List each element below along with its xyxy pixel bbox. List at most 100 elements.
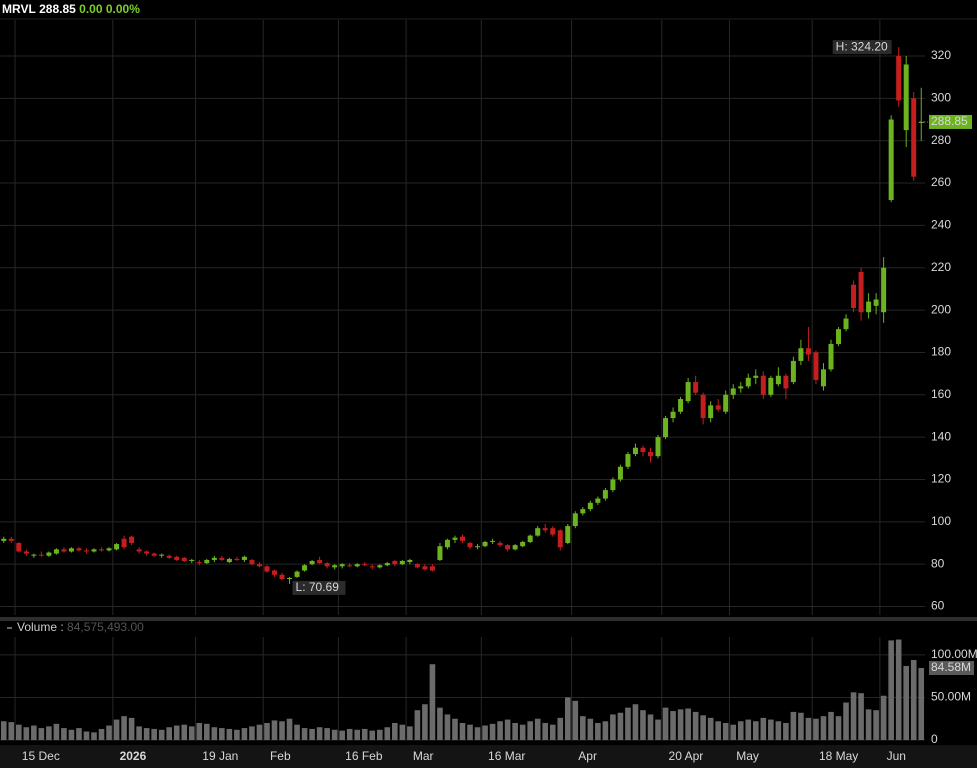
candle-body xyxy=(663,418,669,438)
y-tick-label: 100 xyxy=(931,514,951,528)
candle-body xyxy=(805,348,811,355)
volume-bar xyxy=(279,721,285,740)
candle-body xyxy=(347,565,353,567)
candle-body xyxy=(632,447,638,455)
candle-body xyxy=(249,559,255,565)
candle-body xyxy=(903,64,909,131)
volume-bar xyxy=(414,710,421,740)
candle-body xyxy=(685,382,691,402)
volume-bar xyxy=(557,717,564,740)
volume-bar xyxy=(316,727,323,740)
y-tick-label: 260 xyxy=(931,175,951,189)
volume-bar xyxy=(219,728,225,740)
volume-bar xyxy=(294,724,300,740)
candle-body xyxy=(550,528,556,535)
volume-bar xyxy=(173,725,180,740)
volume-bar xyxy=(685,708,691,740)
y-tick-label: 220 xyxy=(931,260,951,274)
volume-bar xyxy=(715,721,721,740)
candle-body xyxy=(670,411,676,419)
x-tick-label: Jun xyxy=(887,749,906,763)
volume-bar xyxy=(820,716,827,740)
volume-bar xyxy=(91,732,97,740)
candle-body xyxy=(678,399,684,412)
candle-body xyxy=(444,539,450,548)
candle-body xyxy=(384,563,390,566)
candle-body xyxy=(798,348,804,361)
volume-bar xyxy=(429,664,436,740)
volume-bar xyxy=(843,702,849,740)
volume-bar xyxy=(376,729,383,740)
volume-bar xyxy=(181,724,188,740)
candle-body xyxy=(144,551,150,554)
candle-body xyxy=(8,538,14,541)
volume-bar xyxy=(640,710,646,740)
candle-body xyxy=(422,566,428,570)
volume-bar xyxy=(760,717,767,740)
candle-body xyxy=(648,451,654,457)
volume-bar xyxy=(437,707,443,740)
volume-bar xyxy=(474,727,481,740)
candle-body xyxy=(572,513,578,527)
volume-bar xyxy=(655,719,661,740)
candle-body xyxy=(61,549,67,552)
candle-body xyxy=(271,570,277,575)
volume-bar xyxy=(361,728,368,740)
candle-body xyxy=(617,466,623,480)
volume-bar xyxy=(399,724,406,740)
y-tick-label: 120 xyxy=(931,472,951,486)
candle-body xyxy=(475,546,481,548)
volume-bar xyxy=(301,728,308,740)
volume-bar xyxy=(504,719,511,740)
x-tick-label: Mar xyxy=(413,749,434,763)
volume-bar xyxy=(158,729,165,740)
candle-body xyxy=(437,546,443,560)
candle-body xyxy=(23,551,29,554)
volume-bar xyxy=(241,728,248,740)
candle-body xyxy=(377,565,383,568)
candle-body xyxy=(565,526,571,544)
candle-body xyxy=(354,564,360,567)
symbol: MRVL xyxy=(2,2,36,16)
candle-body xyxy=(700,394,706,419)
candle-body xyxy=(324,563,330,567)
candle-body xyxy=(482,541,488,547)
candle-body xyxy=(896,55,902,101)
candle-body xyxy=(745,377,751,387)
candle-body xyxy=(121,538,127,548)
candle-body xyxy=(520,541,526,547)
volume-bar xyxy=(677,709,684,740)
candle-body xyxy=(211,557,217,560)
candle-body xyxy=(866,301,872,313)
volume-bar xyxy=(512,722,518,740)
volume-bar xyxy=(264,722,270,740)
x-axis-strip xyxy=(0,745,977,768)
candle-body xyxy=(753,375,759,378)
pane-separator xyxy=(0,617,977,621)
candle-body xyxy=(151,553,157,556)
candle-body xyxy=(166,555,172,558)
y-tick-label: 300 xyxy=(931,91,951,105)
volume-bar xyxy=(98,728,105,740)
candle-body xyxy=(16,543,22,552)
candle-body xyxy=(114,544,120,550)
y-tick-label: 60 xyxy=(931,599,945,613)
volume-bar xyxy=(564,697,571,740)
volume-bar xyxy=(309,728,315,740)
volume-bar xyxy=(211,727,218,740)
candle-body xyxy=(309,561,315,565)
candle-body xyxy=(557,530,563,548)
volume-bar xyxy=(828,711,834,740)
volume-bar xyxy=(670,711,676,740)
volume-bar xyxy=(331,729,338,740)
candle-body xyxy=(595,498,601,503)
candle-body xyxy=(775,375,781,385)
volume-bar xyxy=(444,714,451,740)
y-tick-label: 140 xyxy=(931,429,951,443)
volume-bar xyxy=(632,704,639,740)
volume-bar xyxy=(121,716,127,740)
candle-body xyxy=(790,360,796,383)
volume-bar xyxy=(31,725,37,740)
x-tick-label: 15 Dec xyxy=(22,749,60,763)
